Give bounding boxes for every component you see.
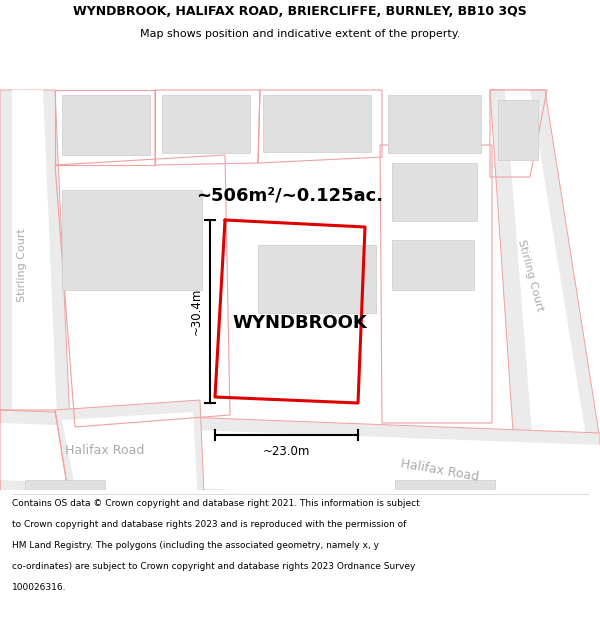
Bar (62, 190, 202, 290)
Bar (392, 163, 477, 221)
Polygon shape (0, 90, 75, 535)
Text: ~23.0m: ~23.0m (263, 445, 310, 458)
Bar (162, 95, 250, 153)
Polygon shape (505, 90, 585, 535)
Text: Stirling Court: Stirling Court (17, 228, 27, 302)
Bar (62, 95, 150, 155)
Text: HM Land Registry. The polygons (including the associated geometry, namely x, y: HM Land Registry. The polygons (includin… (12, 541, 379, 550)
Text: to Crown copyright and database rights 2023 and is reproduced with the permissio: to Crown copyright and database rights 2… (12, 521, 406, 529)
Text: 100026316.: 100026316. (12, 583, 67, 592)
Bar (392, 240, 474, 290)
Text: co-ordinates) are subject to Crown copyright and database rights 2023 Ordnance S: co-ordinates) are subject to Crown copyr… (12, 562, 415, 571)
Text: Contains OS data © Crown copyright and database right 2021. This information is : Contains OS data © Crown copyright and d… (12, 499, 420, 509)
Text: ~506m²/~0.125ac.: ~506m²/~0.125ac. (196, 186, 383, 204)
Polygon shape (12, 90, 62, 535)
Text: ~30.4m: ~30.4m (190, 288, 203, 335)
Text: Halifax Road: Halifax Road (400, 457, 480, 483)
Bar (498, 100, 538, 160)
Polygon shape (490, 90, 600, 535)
Polygon shape (0, 410, 600, 535)
Bar (388, 95, 481, 153)
Text: Halifax Road: Halifax Road (65, 444, 145, 456)
Polygon shape (55, 400, 205, 535)
Bar (395, 480, 495, 525)
Bar (263, 95, 371, 152)
Text: WYNDBROOK: WYNDBROOK (233, 314, 367, 332)
Bar (25, 480, 105, 525)
Text: Map shows position and indicative extent of the property.: Map shows position and indicative extent… (140, 29, 460, 39)
Polygon shape (0, 423, 600, 505)
Text: Stirling Court: Stirling Court (515, 238, 544, 312)
Bar (130, 490, 200, 530)
Polygon shape (62, 412, 198, 513)
Bar (258, 245, 376, 313)
Text: WYNDBROOK, HALIFAX ROAD, BRIERCLIFFE, BURNLEY, BB10 3QS: WYNDBROOK, HALIFAX ROAD, BRIERCLIFFE, BU… (73, 5, 527, 18)
